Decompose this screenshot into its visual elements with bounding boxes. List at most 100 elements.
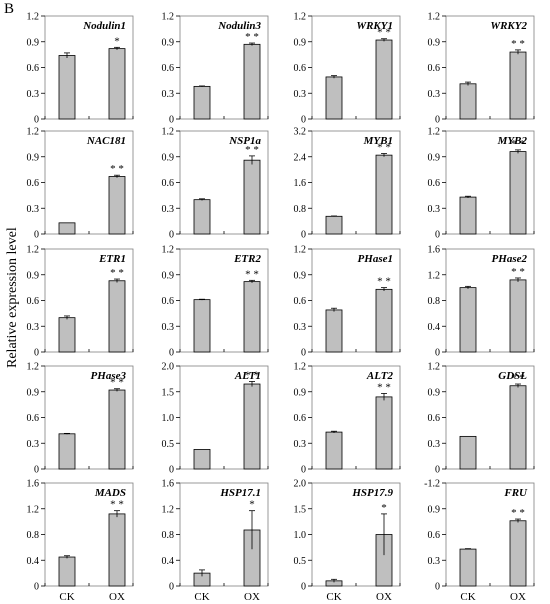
chart-panel: 0 0.3 0.6 0.9 1.2 ETR2 * * — [162, 245, 269, 359]
chart-title: WRKY2 — [490, 20, 527, 32]
y-tick-label: 0.3 — [294, 322, 307, 333]
y-tick-label: 0 — [34, 348, 39, 359]
bar-ox — [509, 520, 527, 587]
y-tick-label: 0.3 — [294, 439, 307, 450]
y-tick-label: 1.2 — [27, 12, 40, 23]
chart-panel: 0 0.4 0.8 1.2 1.6 MADS CK * * OX — [27, 479, 134, 603]
bar-ck — [193, 85, 211, 120]
chart-panel: 0 0.3 0.6 0.9 1.2 PHase3* * — [27, 362, 134, 476]
bar-ox — [375, 288, 393, 353]
y-tick-label: 1.6 — [27, 479, 40, 490]
y-tick-label: 0.5 — [162, 439, 175, 450]
bar-ck — [459, 435, 477, 470]
y-tick-label: 0.3 — [27, 89, 40, 100]
y-tick-label: 0.6 — [428, 530, 441, 541]
y-tick-label: 0 — [301, 348, 306, 359]
bar-ck — [325, 431, 343, 470]
y-tick-label: 0.9 — [294, 387, 307, 398]
bar-ck — [325, 215, 343, 235]
y-tick-label: 0.8 — [294, 204, 307, 215]
y-tick-label: 3.2 — [294, 127, 307, 138]
y-tick-label: 1.2 — [294, 245, 307, 256]
bar-ox — [375, 39, 393, 120]
y-tick-label: 1.2 — [162, 127, 175, 138]
x-tick-label: OX — [376, 591, 392, 603]
bar-ox — [108, 176, 126, 235]
significance-marker: * * — [245, 268, 259, 280]
significance-marker: * — [249, 499, 255, 511]
y-tick-label: 0 — [34, 115, 39, 126]
y-tick-label: 0.6 — [294, 63, 307, 74]
y-tick-label: 0.3 — [27, 439, 40, 450]
y-tick-label: 2.0 — [294, 479, 307, 490]
bar-ox — [509, 151, 527, 235]
y-tick-label: 0.4 — [162, 556, 175, 567]
significance-marker: * * — [511, 138, 525, 150]
y-tick-label: 0 — [34, 582, 39, 593]
significance-marker: * * — [245, 31, 259, 43]
y-tick-label: 0.3 — [428, 556, 441, 567]
y-tick-label: 0.9 — [428, 37, 441, 48]
bar-ck — [58, 222, 76, 235]
y-tick-label: 0 — [301, 115, 306, 126]
chart-panel: 0 0.8 1.6 2.4 3.2 MYB1* * — [294, 127, 401, 241]
chart-panel: 0 0.3 0.6 0.9 1.2 NSP1a* * — [162, 127, 269, 241]
significance-marker: * * — [110, 163, 124, 175]
y-tick-label: 0.6 — [27, 296, 40, 307]
y-tick-label: 0.9 — [27, 387, 40, 398]
y-tick-label: 0.5 — [294, 556, 307, 567]
chart-panel: 0 0.3 0.6 0.9 1.2 Nodulin3* * — [162, 12, 269, 126]
y-tick-label: 0.6 — [162, 63, 175, 74]
y-tick-label: 1.2 — [27, 504, 40, 515]
bar-ck — [58, 433, 76, 470]
bar-ck — [459, 548, 477, 587]
significance-marker: * * — [511, 266, 525, 278]
bar-ck — [459, 196, 477, 235]
chart-panel: 0 0.3 0.6 0.9 -1.2 FRU CK * * OX — [424, 479, 535, 603]
bar-ck — [193, 199, 211, 235]
chart-panel: 0 0.3 0.6 0.9 1.2 MYB2* * — [428, 127, 535, 241]
y-tick-label: 1.0 — [294, 530, 307, 541]
bar-ox — [243, 281, 261, 353]
significance-marker: * — [381, 502, 387, 514]
y-tick-label: 0.4 — [428, 322, 441, 333]
y-tick-label: 0 — [169, 582, 174, 593]
y-tick-label: 0 — [435, 230, 440, 241]
y-tick-label: 0.9 — [162, 37, 175, 48]
y-tick-label: 0.3 — [428, 204, 441, 215]
chart-title: PHase3 — [91, 370, 127, 382]
chart-title: Nodulin3 — [217, 20, 261, 32]
bar-ck — [459, 83, 477, 120]
bar-ox — [243, 383, 261, 470]
significance-marker: * * — [377, 381, 391, 393]
y-tick-label: 0 — [169, 230, 174, 241]
chart-panel: 0 0.3 0.6 0.9 1.2 WRKY2 * * — [428, 12, 535, 126]
significance-marker: * * — [110, 377, 124, 389]
significance-marker: * * — [110, 267, 124, 279]
chart-panel: 0 0.4 0.8 1.2 1.6 PHase2* * — [428, 245, 535, 359]
bar-ox — [509, 279, 527, 353]
y-tick-label: 0.6 — [294, 413, 307, 424]
y-tick-label: 0.3 — [27, 204, 40, 215]
y-tick-label: 0.6 — [428, 178, 441, 189]
y-tick-label: 0 — [34, 230, 39, 241]
y-tick-label: 1.2 — [428, 270, 441, 281]
chart-panel: 0 0.3 0.6 0.9 1.2 NAC181 * * — [27, 127, 134, 241]
bar-ck — [193, 299, 211, 353]
y-tick-label: 0.9 — [428, 387, 441, 398]
chart-title: MADS — [94, 487, 126, 499]
y-tick-label: 1.2 — [162, 245, 175, 256]
significance-marker: * * — [377, 27, 391, 39]
chart-title: WRKY1 — [356, 20, 393, 32]
bar-ox — [108, 280, 126, 353]
y-tick-label: 0.6 — [27, 63, 40, 74]
bar-ox — [243, 43, 261, 120]
y-tick-label: 0.6 — [162, 296, 175, 307]
y-tick-label: 0.6 — [162, 178, 175, 189]
y-tick-label: 1.5 — [294, 504, 307, 515]
chart-title: HSP17.1 — [219, 487, 261, 499]
y-tick-label: 0.4 — [27, 556, 40, 567]
x-tick-label: OX — [109, 591, 125, 603]
y-tick-label: 2.4 — [294, 152, 307, 163]
y-tick-label: 1.6 — [294, 178, 307, 189]
